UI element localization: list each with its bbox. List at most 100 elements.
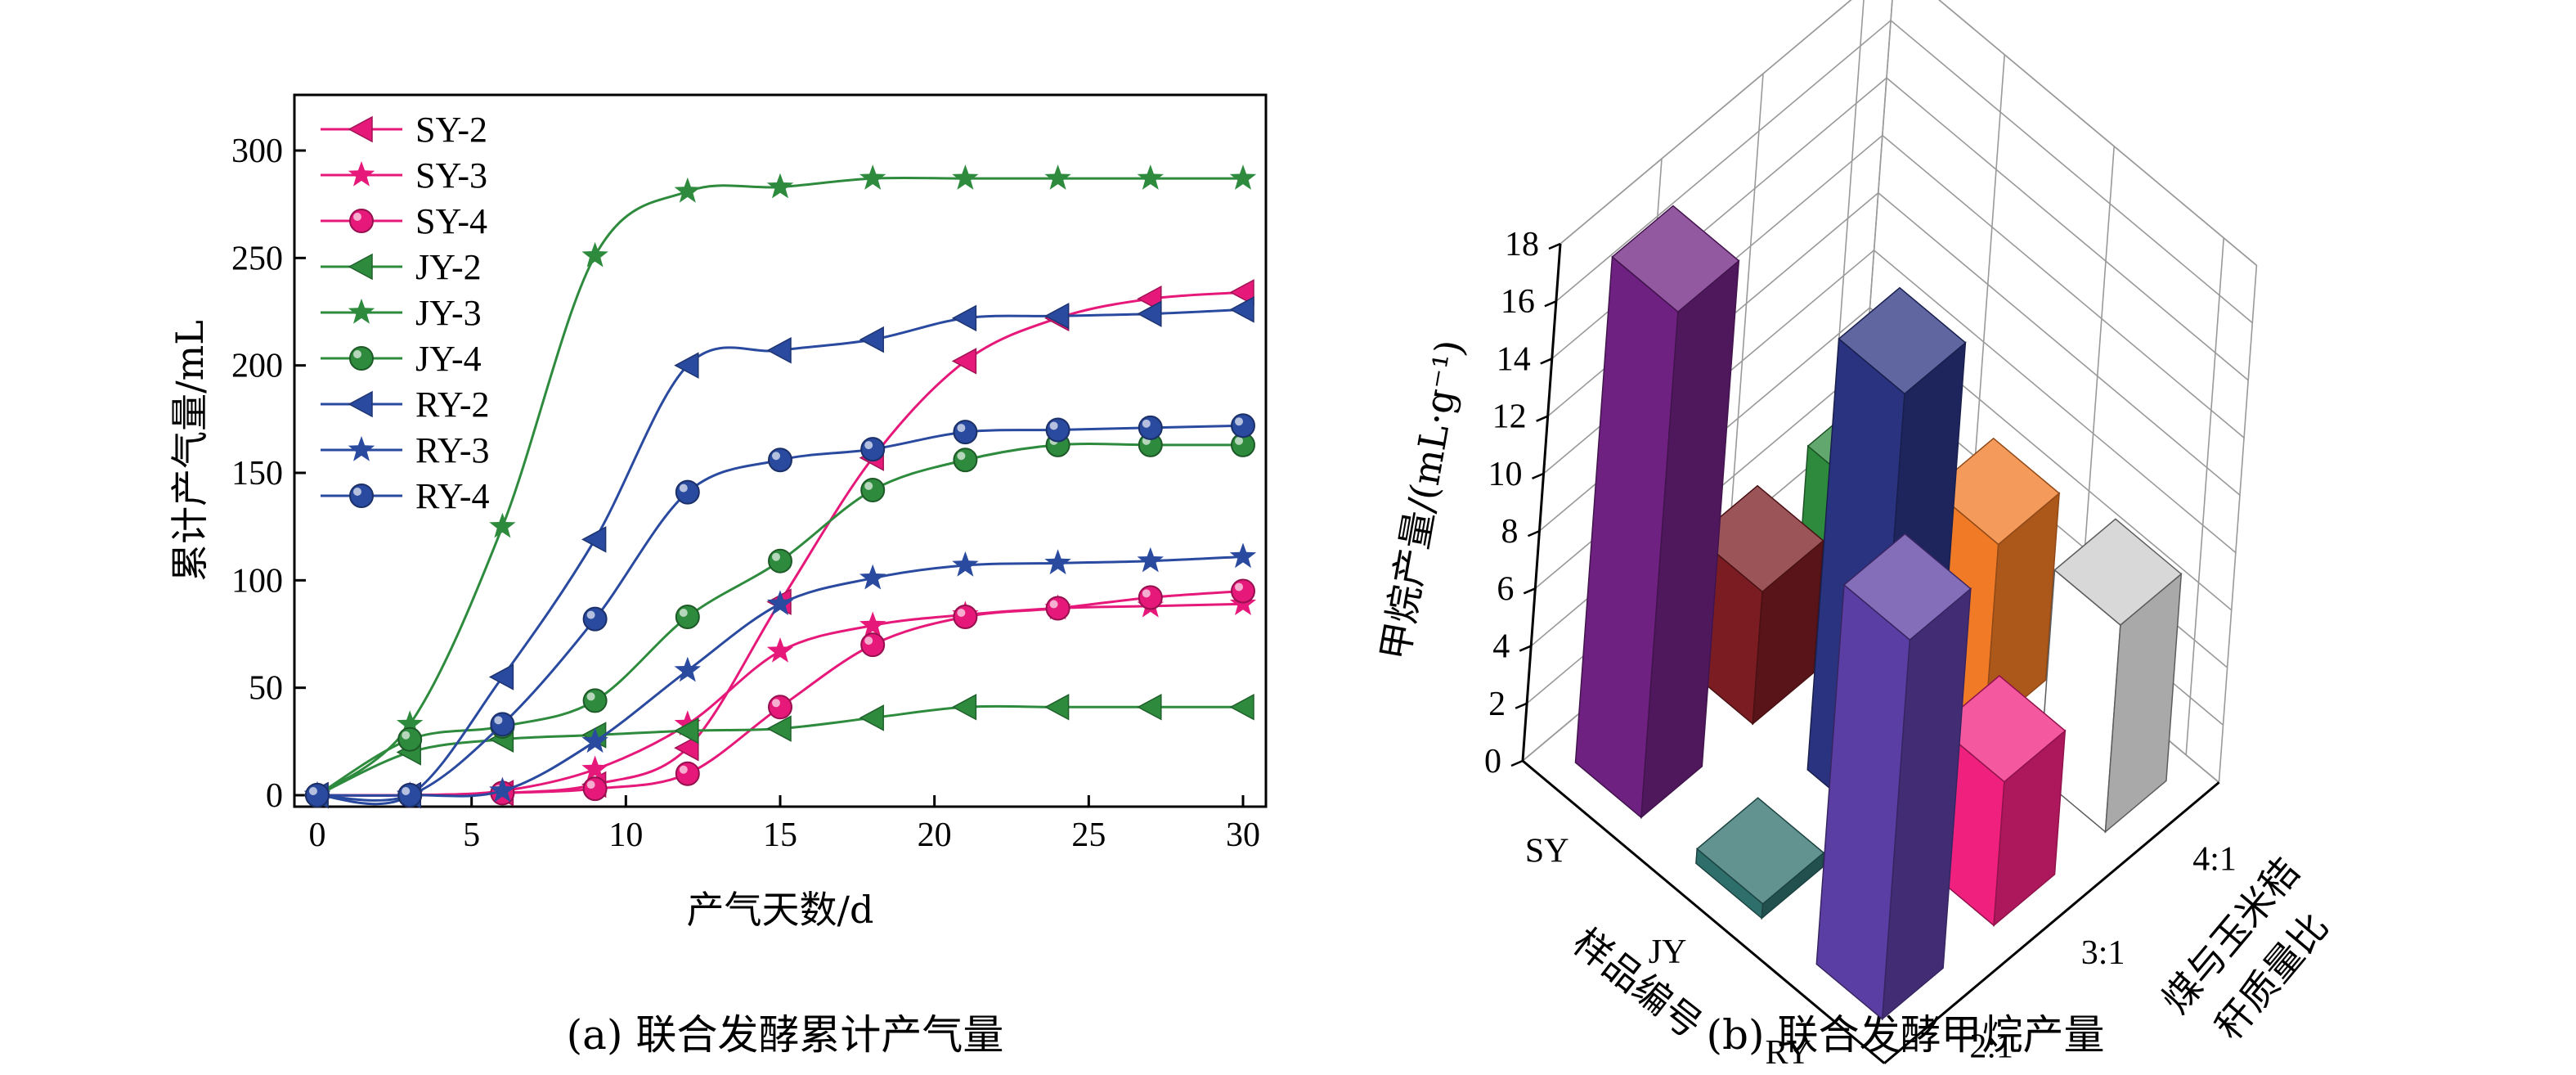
data-point-JY-2 <box>1229 694 1254 721</box>
grid-line-vertical <box>2185 237 2224 755</box>
series-RY-4 <box>305 413 1255 807</box>
data-point-JY-3 <box>1137 164 1164 190</box>
legend: SY-2 SY-3 SY-4 JY-2 JY-3 JY-4 RY-2 RY-3 RY-4 <box>321 110 489 516</box>
data-point-RY-2 <box>766 337 792 364</box>
z-tick-label: 0 <box>1484 743 1501 780</box>
data-point-JY-3 <box>1044 164 1071 190</box>
data-point-JY-2 <box>1137 694 1162 721</box>
x-tick-label: 10 <box>608 816 643 854</box>
y-tick-label: 150 <box>231 455 283 493</box>
legend-marker-SY-2 <box>348 115 373 143</box>
data-point-SY-4-highlight <box>679 765 688 774</box>
data-point-SY-3 <box>581 755 608 781</box>
legend-label-RY-4: RY-4 <box>415 476 489 516</box>
data-point-JY-3 <box>581 241 608 268</box>
bar-face-top <box>1696 797 1825 905</box>
caption-b: (b) 联合发酵甲烷产量 <box>1707 1011 2105 1059</box>
data-point-JY-4-highlight <box>864 482 873 491</box>
data-point-JY-3 <box>674 177 701 203</box>
data-point-RY-2 <box>488 663 514 690</box>
data-point-RY-4-highlight <box>494 716 503 725</box>
legend-label-JY-4: JY-4 <box>415 339 482 379</box>
z-tick-mark <box>1527 529 1540 538</box>
data-point-RY-3 <box>766 590 794 615</box>
data-point-SY-4-highlight <box>1142 589 1151 598</box>
data-point-SY-3 <box>674 710 701 736</box>
z-tick-mark <box>1544 300 1557 308</box>
data-point-SY-4-highlight <box>772 699 780 708</box>
y-tick-label: 50 <box>249 670 283 708</box>
bar-RY-2:1 <box>1815 533 1972 1021</box>
y-tick-label: 0 <box>266 777 283 815</box>
y-tick-label: 200 <box>231 348 283 385</box>
x-axis-label: 产气天数/d <box>687 888 874 932</box>
ratio-label: 3:1 <box>2081 934 2125 972</box>
x-tick-label: 30 <box>1226 816 1260 854</box>
data-point-RY-4-highlight <box>772 452 780 461</box>
series-JY-4 <box>305 432 1255 807</box>
sample-label-SY: SY <box>1525 833 1569 870</box>
bar-face-top <box>1842 533 1972 641</box>
caption-a: (a) 联合发酵累计产气量 <box>567 1011 1004 1059</box>
x-tick-label: 0 <box>309 816 326 854</box>
legend-label-RY-3: RY-3 <box>415 430 489 470</box>
legend-label-JY-3: JY-3 <box>415 293 482 333</box>
legend-label-RY-2: RY-2 <box>415 385 489 425</box>
z-tick-label: 4 <box>1492 628 1510 666</box>
grid-line-z <box>1560 0 2257 267</box>
z-tick-mark <box>1536 415 1549 422</box>
data-point-RY-4-highlight <box>957 424 966 433</box>
data-point-JY-3 <box>397 710 424 736</box>
data-point-JY-3 <box>489 512 516 538</box>
data-point-RY-4-highlight <box>1142 419 1151 428</box>
x-tick-label: 5 <box>463 816 480 854</box>
z-tick-label: 10 <box>1488 456 1523 493</box>
data-point-RY-4-highlight <box>402 787 411 795</box>
z-tick-mark <box>1523 587 1536 595</box>
data-point-RY-2 <box>951 304 977 332</box>
data-point-JY-3 <box>1229 164 1257 190</box>
legend-marker-JY-2 <box>348 253 373 281</box>
data-point-RY-2 <box>1044 303 1070 330</box>
sample-label-RY: RY <box>1765 1034 1811 1072</box>
series-JY-3 <box>303 164 1257 807</box>
data-point-JY-4-highlight <box>402 731 411 740</box>
bar-face-top <box>1838 286 1967 395</box>
data-point-RY-2 <box>1137 300 1162 327</box>
bar-face-top <box>2053 518 2183 626</box>
z-tick-label: 8 <box>1501 513 1518 551</box>
z-tick-label: 16 <box>1501 283 1535 321</box>
data-point-RY-4-highlight <box>586 610 595 619</box>
z-tick-label: 12 <box>1492 398 1527 436</box>
data-point-RY-4-highlight <box>864 441 873 450</box>
data-point-RY-3 <box>489 776 516 803</box>
data-point-RY-3 <box>952 551 979 577</box>
legend-marker-RY-3 <box>348 436 375 461</box>
data-point-SY-4-highlight <box>957 608 966 617</box>
y-tick-label: 100 <box>231 562 283 600</box>
data-point-SY-4-highlight <box>586 780 595 789</box>
legend-label-SY-4: SY-4 <box>415 201 487 241</box>
data-point-JY-4-highlight <box>1235 436 1243 445</box>
sample-label-JY: JY <box>1649 933 1687 971</box>
legend-label-SY-3: SY-3 <box>415 155 487 196</box>
data-point-RY-2 <box>859 326 884 353</box>
data-point-JY-2 <box>1044 694 1070 721</box>
data-point-RY-4-highlight <box>679 484 688 493</box>
data-point-SY-2 <box>674 734 699 762</box>
z-tick-mark <box>1519 645 1532 652</box>
data-point-JY-2 <box>674 717 699 744</box>
data-point-SY-2 <box>1229 279 1254 306</box>
series-SY-4 <box>305 578 1255 807</box>
bar-face-top <box>1932 437 2061 546</box>
data-point-RY-2 <box>1229 296 1254 323</box>
x-tick-label: 15 <box>763 816 797 854</box>
data-point-SY-3 <box>766 637 794 663</box>
z-tick-label: 6 <box>1497 570 1514 608</box>
series-line-RY-4 <box>316 424 1244 802</box>
data-point-JY-3 <box>859 164 886 190</box>
bar-JY-2:1 <box>1695 797 1825 920</box>
data-point-SY-3 <box>859 611 886 637</box>
data-point-RY-4-highlight <box>309 787 317 795</box>
